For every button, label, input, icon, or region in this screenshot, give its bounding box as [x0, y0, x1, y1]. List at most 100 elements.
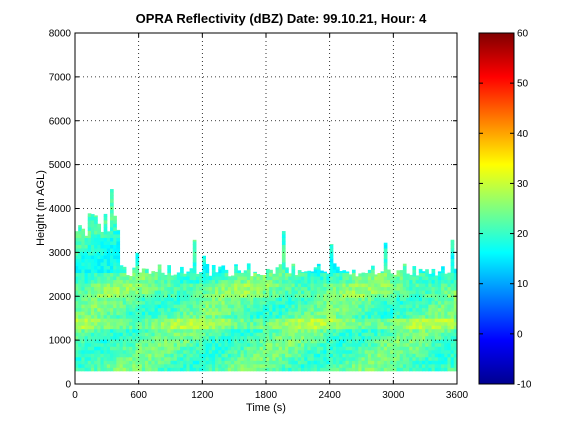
- heatmap-cell: [110, 356, 114, 361]
- heatmap-cell: [160, 272, 165, 277]
- heatmap-cell: [453, 300, 457, 305]
- heatmap-cell: [390, 339, 394, 344]
- heatmap-cell: [421, 325, 426, 330]
- heatmap-cell: [138, 332, 143, 337]
- heatmap-cell: [390, 335, 394, 340]
- heatmap-cell: [75, 265, 79, 270]
- heatmap-cell: [237, 363, 242, 368]
- heatmap-cell: [428, 328, 433, 333]
- heatmap-cell: [81, 342, 86, 347]
- heatmap-cell: [84, 293, 89, 298]
- heatmap-cell: [272, 321, 277, 326]
- heatmap-cell: [383, 360, 388, 365]
- heatmap-cell: [441, 290, 445, 295]
- heatmap-cell: [269, 290, 273, 295]
- heatmap-cell: [402, 335, 407, 340]
- heatmap-cell: [320, 325, 324, 330]
- heatmap-cell: [125, 307, 130, 312]
- heatmap-cell: [202, 325, 207, 330]
- heatmap-cell: [173, 276, 178, 281]
- heatmap-cell: [202, 300, 207, 305]
- heatmap-cell: [262, 307, 267, 312]
- heatmap-cell: [122, 293, 127, 298]
- heatmap-cell: [285, 267, 289, 270]
- heatmap-cell: [272, 300, 277, 305]
- heatmap-cell: [122, 290, 127, 295]
- heatmap-cell: [377, 335, 382, 340]
- heatmap-cell: [409, 304, 413, 309]
- heatmap-cell: [103, 325, 108, 330]
- heatmap-cell: [431, 318, 436, 323]
- heatmap-cell: [351, 286, 356, 291]
- heatmap-cell: [278, 356, 283, 361]
- heatmap-cell: [345, 353, 350, 358]
- heatmap-cell: [304, 279, 308, 284]
- heatmap-cell: [291, 356, 296, 361]
- heatmap-cell: [132, 269, 136, 274]
- heatmap-cell: [415, 332, 420, 337]
- heatmap-cell: [332, 265, 337, 270]
- heatmap-cell: [364, 311, 369, 316]
- heatmap-cell: [97, 297, 101, 302]
- heatmap-cell: [453, 342, 457, 347]
- heatmap-cell: [195, 279, 200, 284]
- heatmap-cell: [94, 332, 98, 337]
- heatmap-cell: [164, 339, 168, 344]
- heatmap-cell: [447, 360, 452, 365]
- heatmap-cell: [243, 304, 248, 309]
- heatmap-cell: [371, 346, 375, 351]
- heatmap-cell: [167, 283, 171, 288]
- heatmap-cell: [180, 286, 184, 291]
- heatmap-cell: [434, 307, 439, 312]
- heatmap-cell: [364, 363, 369, 368]
- heatmap-cell: [406, 297, 410, 302]
- heatmap-cell: [291, 276, 296, 281]
- heatmap-cell: [358, 339, 362, 344]
- heatmap-cell: [307, 276, 312, 281]
- heatmap-cell: [272, 335, 277, 340]
- heatmap-cell: [230, 307, 235, 312]
- heatmap-cell: [240, 279, 245, 284]
- heatmap-cell: [345, 276, 350, 281]
- heatmap-cell: [243, 321, 248, 326]
- heatmap-cell: [291, 321, 296, 326]
- heatmap-cell: [450, 290, 455, 295]
- heatmap-cell: [215, 290, 219, 295]
- heatmap-cell: [351, 290, 356, 295]
- heatmap-cell: [377, 328, 382, 333]
- heatmap-cell: [310, 297, 315, 302]
- heatmap-cell: [285, 339, 289, 344]
- heatmap-cell: [281, 363, 286, 368]
- heatmap-cell: [151, 271, 156, 274]
- heatmap-cell: [84, 290, 89, 295]
- heatmap-cell: [288, 279, 292, 284]
- heatmap-cell: [180, 279, 184, 284]
- heatmap-cell: [195, 318, 200, 323]
- heatmap-cell: [434, 311, 439, 316]
- heatmap-cell: [173, 279, 178, 284]
- heatmap-cell: [345, 346, 350, 351]
- heatmap-cell: [320, 360, 324, 365]
- heatmap-cell: [81, 318, 86, 323]
- heatmap-cell: [87, 244, 92, 249]
- heatmap-cell: [87, 247, 92, 252]
- heatmap-cell: [103, 262, 108, 267]
- heatmap-cell: [202, 318, 207, 323]
- heatmap-cell: [412, 311, 417, 316]
- heatmap-cell: [256, 328, 261, 333]
- heatmap-cell: [84, 255, 89, 260]
- heatmap-cell: [84, 353, 89, 358]
- heatmap-cell: [399, 279, 404, 284]
- heatmap-cell: [262, 356, 267, 361]
- heatmap-cell: [425, 269, 429, 274]
- heatmap-cell: [227, 314, 232, 319]
- heatmap-cell: [272, 279, 277, 284]
- heatmap-cell: [253, 356, 257, 361]
- heatmap-cell: [119, 265, 124, 267]
- heatmap-cell: [329, 307, 334, 312]
- heatmap-cell: [345, 286, 350, 291]
- heatmap-cell: [208, 332, 213, 337]
- heatmap-cell: [415, 307, 420, 312]
- heatmap-cell: [164, 363, 168, 368]
- heatmap-cell: [157, 367, 162, 372]
